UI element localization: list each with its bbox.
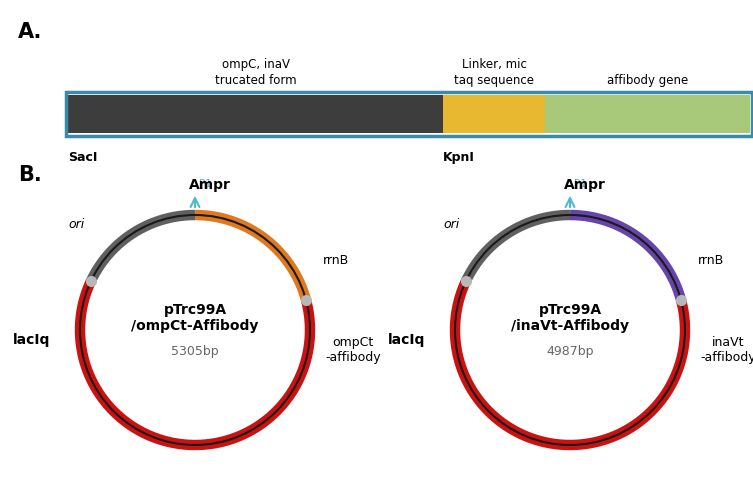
Text: ori: ori [444, 219, 460, 231]
Bar [68, 95, 443, 133]
Text: KpnI: KpnI [443, 151, 475, 164]
Text: ori: ori [69, 219, 85, 231]
Text: affibody gene: affibody gene [607, 74, 688, 87]
Bar [443, 95, 545, 133]
Text: pTrc99A
/ompCt-Affibody: pTrc99A /ompCt-Affibody [131, 303, 259, 333]
Text: inaVt
-affibody: inaVt -affibody [700, 336, 753, 364]
Text: P1: P1 [199, 179, 212, 189]
Text: rrnB: rrnB [698, 253, 724, 266]
Text: ompCt
-affibody: ompCt -affibody [325, 336, 380, 364]
Text: B.: B. [18, 165, 41, 185]
Bar [545, 95, 750, 133]
Text: pTrc99A
/inaVt-Affibody: pTrc99A /inaVt-Affibody [511, 303, 629, 333]
Text: rrnB: rrnB [323, 253, 349, 266]
Text: 4987bp: 4987bp [546, 346, 594, 359]
Text: lacIq: lacIq [13, 333, 50, 347]
Text: Ampr: Ampr [189, 178, 231, 192]
Circle shape [459, 219, 681, 441]
Text: lacIq: lacIq [388, 333, 425, 347]
Text: Ampr: Ampr [564, 178, 606, 192]
Text: 5305bp: 5305bp [171, 346, 219, 359]
Text: A.: A. [18, 22, 42, 42]
Text: ompC, inaV
trucated form: ompC, inaV trucated form [215, 58, 297, 87]
Circle shape [84, 219, 306, 441]
Bar [66, 92, 752, 136]
Text: P1: P1 [574, 179, 587, 189]
Text: SacI: SacI [68, 151, 97, 164]
Text: Linker, mic
taq sequence: Linker, mic taq sequence [454, 58, 534, 87]
